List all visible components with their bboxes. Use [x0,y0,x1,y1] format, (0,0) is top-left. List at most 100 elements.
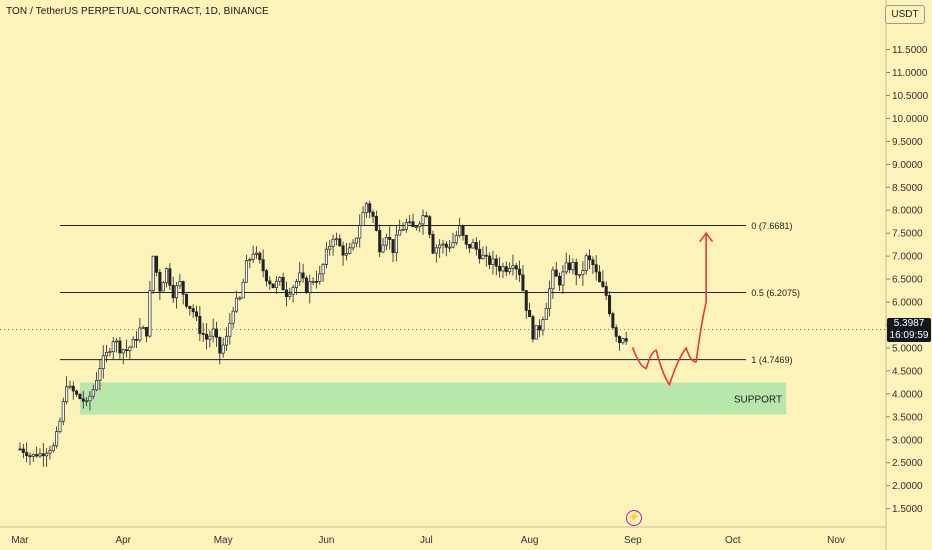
candle-body [561,271,565,286]
candle-body [534,325,538,340]
candle-body [318,273,322,282]
candle-body [51,445,55,451]
candle-body [138,327,142,341]
candle-body [464,235,468,245]
candle-body [611,313,615,328]
candle-body [408,221,412,224]
candle-body [31,454,35,457]
candle-body [274,280,278,289]
candle-body [474,242,478,250]
candle-body [125,349,129,352]
candle-body [574,261,578,276]
candle-body [364,203,368,213]
candle-body [374,216,378,231]
price-tick-label: 2.5000 [892,458,923,469]
candle-body [481,254,485,260]
candle-body [68,385,72,388]
candle-body [201,333,205,335]
candles [18,200,628,467]
candle-body [431,234,435,254]
candle-body [551,269,555,290]
candle-body [584,255,588,271]
price-tick-label: 10.0000 [892,114,929,125]
candle-body [564,262,568,273]
candle-body [591,259,595,266]
candle-body [248,259,252,262]
last-price-value: 5.3987 [893,317,925,329]
fib-level-label: 1 (4.7469) [751,355,792,365]
candle-body [468,244,472,249]
candle-body [61,401,65,422]
price-tick-label: 3.5000 [892,412,923,423]
candle-body [298,272,302,282]
candle-body [498,265,502,272]
candle-body [71,385,75,392]
currency-button[interactable]: USDT [885,5,925,24]
candle-body [338,238,342,247]
candle-body [185,293,189,307]
candle-body [391,239,395,253]
price-tick-label: 11.0000 [892,68,928,79]
candle-body [48,450,52,454]
candle-body [218,336,222,354]
candle-body [418,223,422,227]
candle-body [411,221,415,228]
time-tick-label: Jun [318,535,334,546]
candle-body [55,431,59,447]
candle-body [511,265,515,269]
candle-body [598,271,602,283]
price-tick-label: 6.5000 [892,275,923,286]
candle-body [381,244,385,253]
candle-body [388,236,392,240]
candle-body [441,243,445,246]
candle-body [175,285,179,299]
candle-body [524,290,528,311]
candle-body [344,253,348,256]
candle-body [108,351,112,353]
candle-body [25,452,29,457]
candle-body [521,274,525,291]
candle-body [531,316,535,340]
candle-body [504,266,508,273]
last-price-tag: 5.3987 16:09:59 [887,317,931,342]
candle-body [208,335,212,340]
projection-arrowhead [699,231,713,242]
candle-body [264,270,268,282]
support-zone: SUPPORT [79,382,787,415]
candle-body [58,420,62,432]
candle-body [151,255,155,292]
candle-body [438,244,442,249]
candle-body [618,336,622,344]
candle-body [21,448,25,453]
price-tick-label: 1.5000 [892,504,923,515]
fib-level-label: 0 (7.6681) [751,221,792,231]
bar-countdown: 16:09:59 [889,329,929,341]
candle-body [294,281,298,288]
price-tick-label: 10.5000 [892,91,929,102]
candle-body [518,268,522,276]
candle-body [158,271,162,292]
candle-body [454,235,458,244]
candle-body [148,290,152,337]
candle-body [101,355,105,369]
candle-body [558,275,562,286]
candle-body [75,390,79,395]
candle-body [471,242,475,249]
candle-body [544,308,548,321]
candle-body [28,455,32,458]
price-tick-label: 9.5000 [892,137,923,148]
time-axis[interactable]: Mar Apr May Jun Jul Aug Sep Oct Nov [0,526,886,546]
candle-body [135,339,139,341]
candle-body [181,281,185,295]
candle-body [614,327,618,337]
lightning-bolt-icon[interactable]: ⚡ [626,510,642,526]
candle-body [501,266,505,272]
candle-body [98,368,102,381]
candle-body [105,351,109,357]
price-axis[interactable]: 11.5000 11.0000 10.5000 10.0000 9.5000 9.0000… [885,0,929,550]
fib-level-label: 0.5 (6.2075) [751,288,800,298]
candle-body [371,211,375,217]
time-tick-label: May [214,535,233,546]
